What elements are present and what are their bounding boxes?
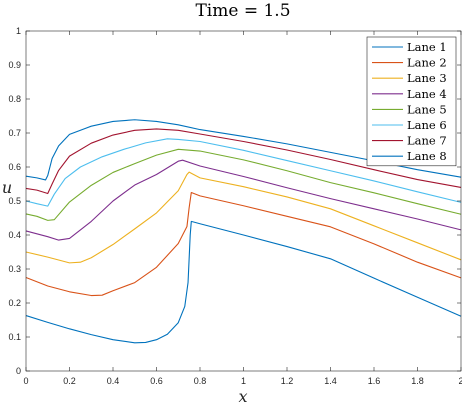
- series-line-2: [25, 191, 462, 297]
- x-tick-label: 2: [458, 376, 462, 386]
- x-tick-label: 1.6: [368, 376, 381, 386]
- y-tick-label: 0.6: [8, 162, 21, 172]
- x-tick-label: 1.4: [324, 376, 337, 386]
- y-tick-label: 0.1: [8, 332, 21, 342]
- series-line-6: [25, 138, 462, 207]
- x-tick-label: 1: [241, 376, 246, 386]
- series-line-7: [25, 128, 462, 195]
- legend-label: Lane 1: [407, 40, 447, 54]
- legend-label: Lane 2: [407, 56, 447, 70]
- legend-label: Lane 4: [407, 87, 447, 101]
- axes: 0 0.2 0.4 0.6 0.8 1 1.2 1.4 1.6 1.8 2 0 0.1 0.2 0.3 0.4…: [8, 26, 462, 386]
- legend-label: Lane 3: [407, 71, 447, 85]
- series-layer: [25, 119, 462, 344]
- x-tick-label: 1.2: [281, 376, 294, 386]
- legend-label: Lane 8: [407, 149, 447, 163]
- x-tick-label: 0.8: [194, 376, 207, 386]
- x-tick-label: 0: [23, 376, 28, 386]
- chart-title: Time = 1.5: [195, 1, 290, 21]
- x-tick-label: 0.2: [63, 376, 76, 386]
- series-line-1: [25, 220, 462, 344]
- y-tick-label: 0.3: [8, 264, 21, 274]
- legend-label: Lane 6: [407, 118, 447, 132]
- legend-label: Lane 7: [407, 134, 447, 148]
- series-line-4: [25, 159, 462, 241]
- y-tick-label: 1: [16, 26, 21, 36]
- x-tick-label: 0.6: [150, 376, 163, 386]
- y-tick-label: 0.8: [8, 94, 21, 104]
- x-axis-label: x: [238, 387, 247, 405]
- legend-label: Lane 5: [407, 102, 447, 116]
- y-tick-label: 0.5: [8, 196, 21, 206]
- legend-box: [366, 36, 457, 167]
- x-tick-label: 0.4: [107, 376, 120, 386]
- y-tick-label: 0.7: [8, 128, 21, 138]
- series-line-8: [25, 119, 462, 181]
- y-tick-label: 0: [16, 366, 21, 376]
- y-tick-label: 0.9: [8, 60, 21, 70]
- y-tick-label: 0.2: [8, 298, 21, 308]
- y-tick-label: 0.4: [8, 230, 21, 240]
- y-axis-label: u: [2, 178, 12, 197]
- series-line-3: [25, 171, 462, 264]
- x-tick-label: 1.8: [411, 376, 424, 386]
- series-line-5: [25, 148, 462, 221]
